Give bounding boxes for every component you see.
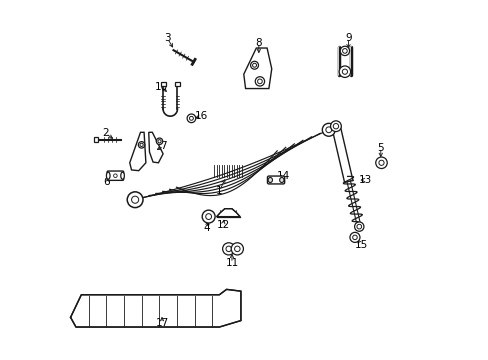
Circle shape	[354, 222, 363, 231]
Circle shape	[231, 243, 243, 255]
Polygon shape	[148, 132, 163, 163]
Text: 4: 4	[203, 224, 210, 233]
Text: 8: 8	[255, 38, 262, 48]
Ellipse shape	[106, 172, 110, 179]
FancyBboxPatch shape	[107, 171, 123, 180]
Ellipse shape	[121, 172, 124, 179]
Ellipse shape	[279, 177, 284, 183]
Text: 6: 6	[103, 177, 109, 187]
Circle shape	[352, 235, 356, 240]
Circle shape	[222, 243, 234, 255]
Circle shape	[189, 116, 193, 120]
Text: 17: 17	[155, 319, 168, 328]
Polygon shape	[216, 209, 240, 217]
Circle shape	[342, 49, 346, 53]
Text: 5: 5	[377, 143, 383, 153]
Text: 3: 3	[164, 33, 170, 43]
Circle shape	[342, 69, 347, 74]
Circle shape	[127, 192, 142, 208]
Circle shape	[131, 196, 139, 203]
Circle shape	[330, 121, 341, 132]
Text: 15: 15	[354, 239, 367, 249]
Circle shape	[187, 114, 195, 123]
Bar	[160, 82, 165, 86]
Circle shape	[113, 174, 117, 177]
Circle shape	[138, 141, 144, 148]
Circle shape	[202, 210, 215, 223]
Circle shape	[255, 77, 264, 86]
Circle shape	[156, 138, 163, 144]
Circle shape	[322, 123, 335, 136]
Circle shape	[349, 232, 359, 242]
Text: 10: 10	[154, 82, 167, 92]
Bar	[175, 82, 180, 86]
Text: 16: 16	[194, 111, 208, 121]
Circle shape	[234, 246, 240, 252]
Polygon shape	[244, 48, 271, 89]
Circle shape	[205, 214, 211, 220]
Circle shape	[325, 127, 331, 133]
Circle shape	[378, 160, 383, 165]
Circle shape	[375, 157, 386, 168]
Circle shape	[339, 66, 350, 77]
Ellipse shape	[267, 177, 272, 183]
Circle shape	[225, 246, 231, 252]
Circle shape	[340, 46, 349, 55]
Text: 14: 14	[276, 171, 289, 181]
Circle shape	[250, 61, 258, 69]
Text: 2: 2	[102, 129, 109, 138]
Bar	[94, 137, 98, 142]
Text: 12: 12	[216, 220, 229, 230]
Text: 11: 11	[225, 258, 238, 268]
Circle shape	[257, 79, 262, 84]
Circle shape	[158, 140, 161, 143]
Text: 7: 7	[160, 141, 167, 151]
Text: 13: 13	[358, 175, 371, 185]
Circle shape	[333, 123, 338, 129]
Polygon shape	[70, 289, 241, 327]
Text: 1: 1	[216, 186, 222, 196]
Circle shape	[252, 63, 256, 67]
Circle shape	[356, 224, 361, 229]
Text: 9: 9	[345, 33, 351, 43]
FancyBboxPatch shape	[267, 176, 284, 184]
Circle shape	[140, 143, 143, 147]
Polygon shape	[129, 132, 145, 171]
